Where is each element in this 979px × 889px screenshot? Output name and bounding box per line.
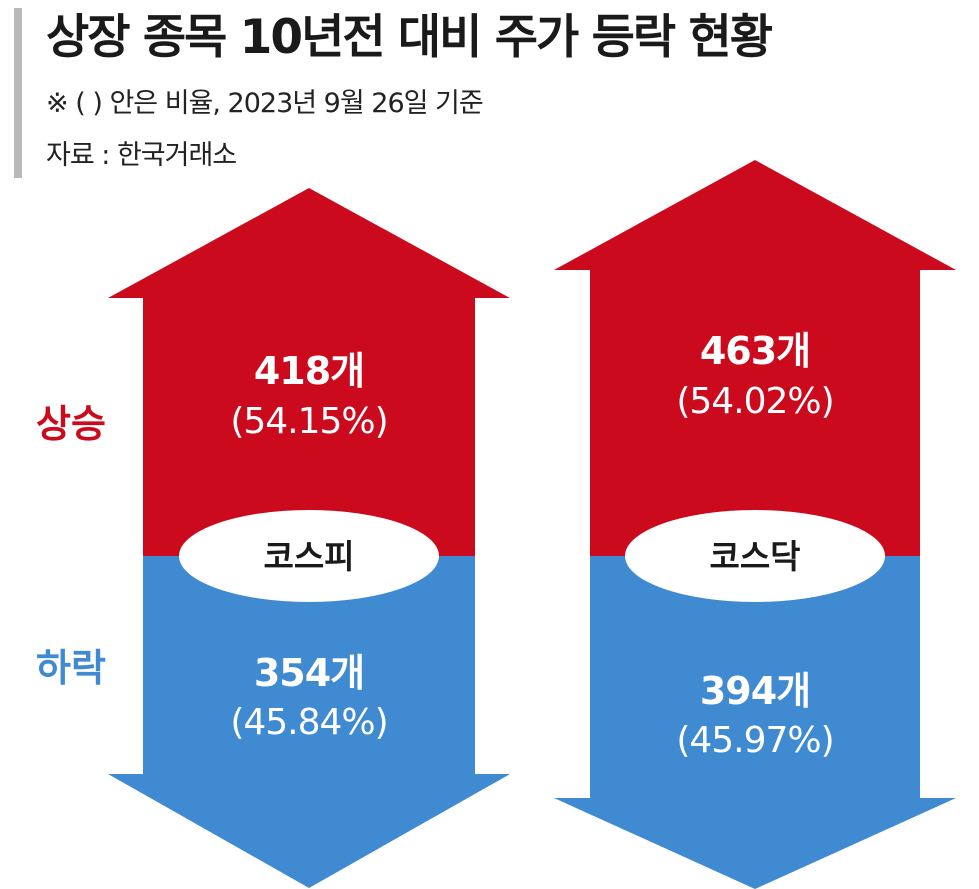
chart-source: 자료 : 한국거래소 [46, 140, 237, 171]
row-label-up: 상승 [36, 402, 106, 446]
down-value-label-kospi: 354개 [254, 651, 364, 695]
category-ellipse-kosdaq [625, 510, 885, 602]
down-arrow-kospi [108, 556, 510, 888]
up-value-label-kosdaq: 463개 [700, 329, 810, 373]
up-percent-label-kospi: (54.15%) [230, 401, 387, 442]
page-title: 상장 종목 10년전 대비 주가 등락 현황 [46, 10, 773, 65]
up-percent-label-kosdaq: (54.02%) [676, 381, 833, 422]
chart-note: ※ ( ) 안은 비율, 2023년 9월 26일 기준 [46, 88, 484, 119]
down-arrow-kosdaq [554, 556, 956, 889]
category-label-kosdaq: 코스닥 [709, 537, 800, 576]
down-percent-label-kospi: (45.84%) [230, 702, 387, 743]
row-label-down: 하락 [36, 646, 106, 690]
down-percent-label-kosdaq: (45.97%) [676, 720, 833, 761]
up-arrow-kosdaq [554, 160, 956, 556]
up-value-label-kospi: 418개 [254, 349, 364, 393]
up-arrow-kospi [108, 188, 510, 556]
down-value-label-kosdaq: 394개 [700, 669, 810, 713]
category-ellipse-kospi [179, 510, 439, 602]
title-accent-bar [14, 8, 22, 178]
category-label-kospi: 코스피 [263, 537, 354, 576]
